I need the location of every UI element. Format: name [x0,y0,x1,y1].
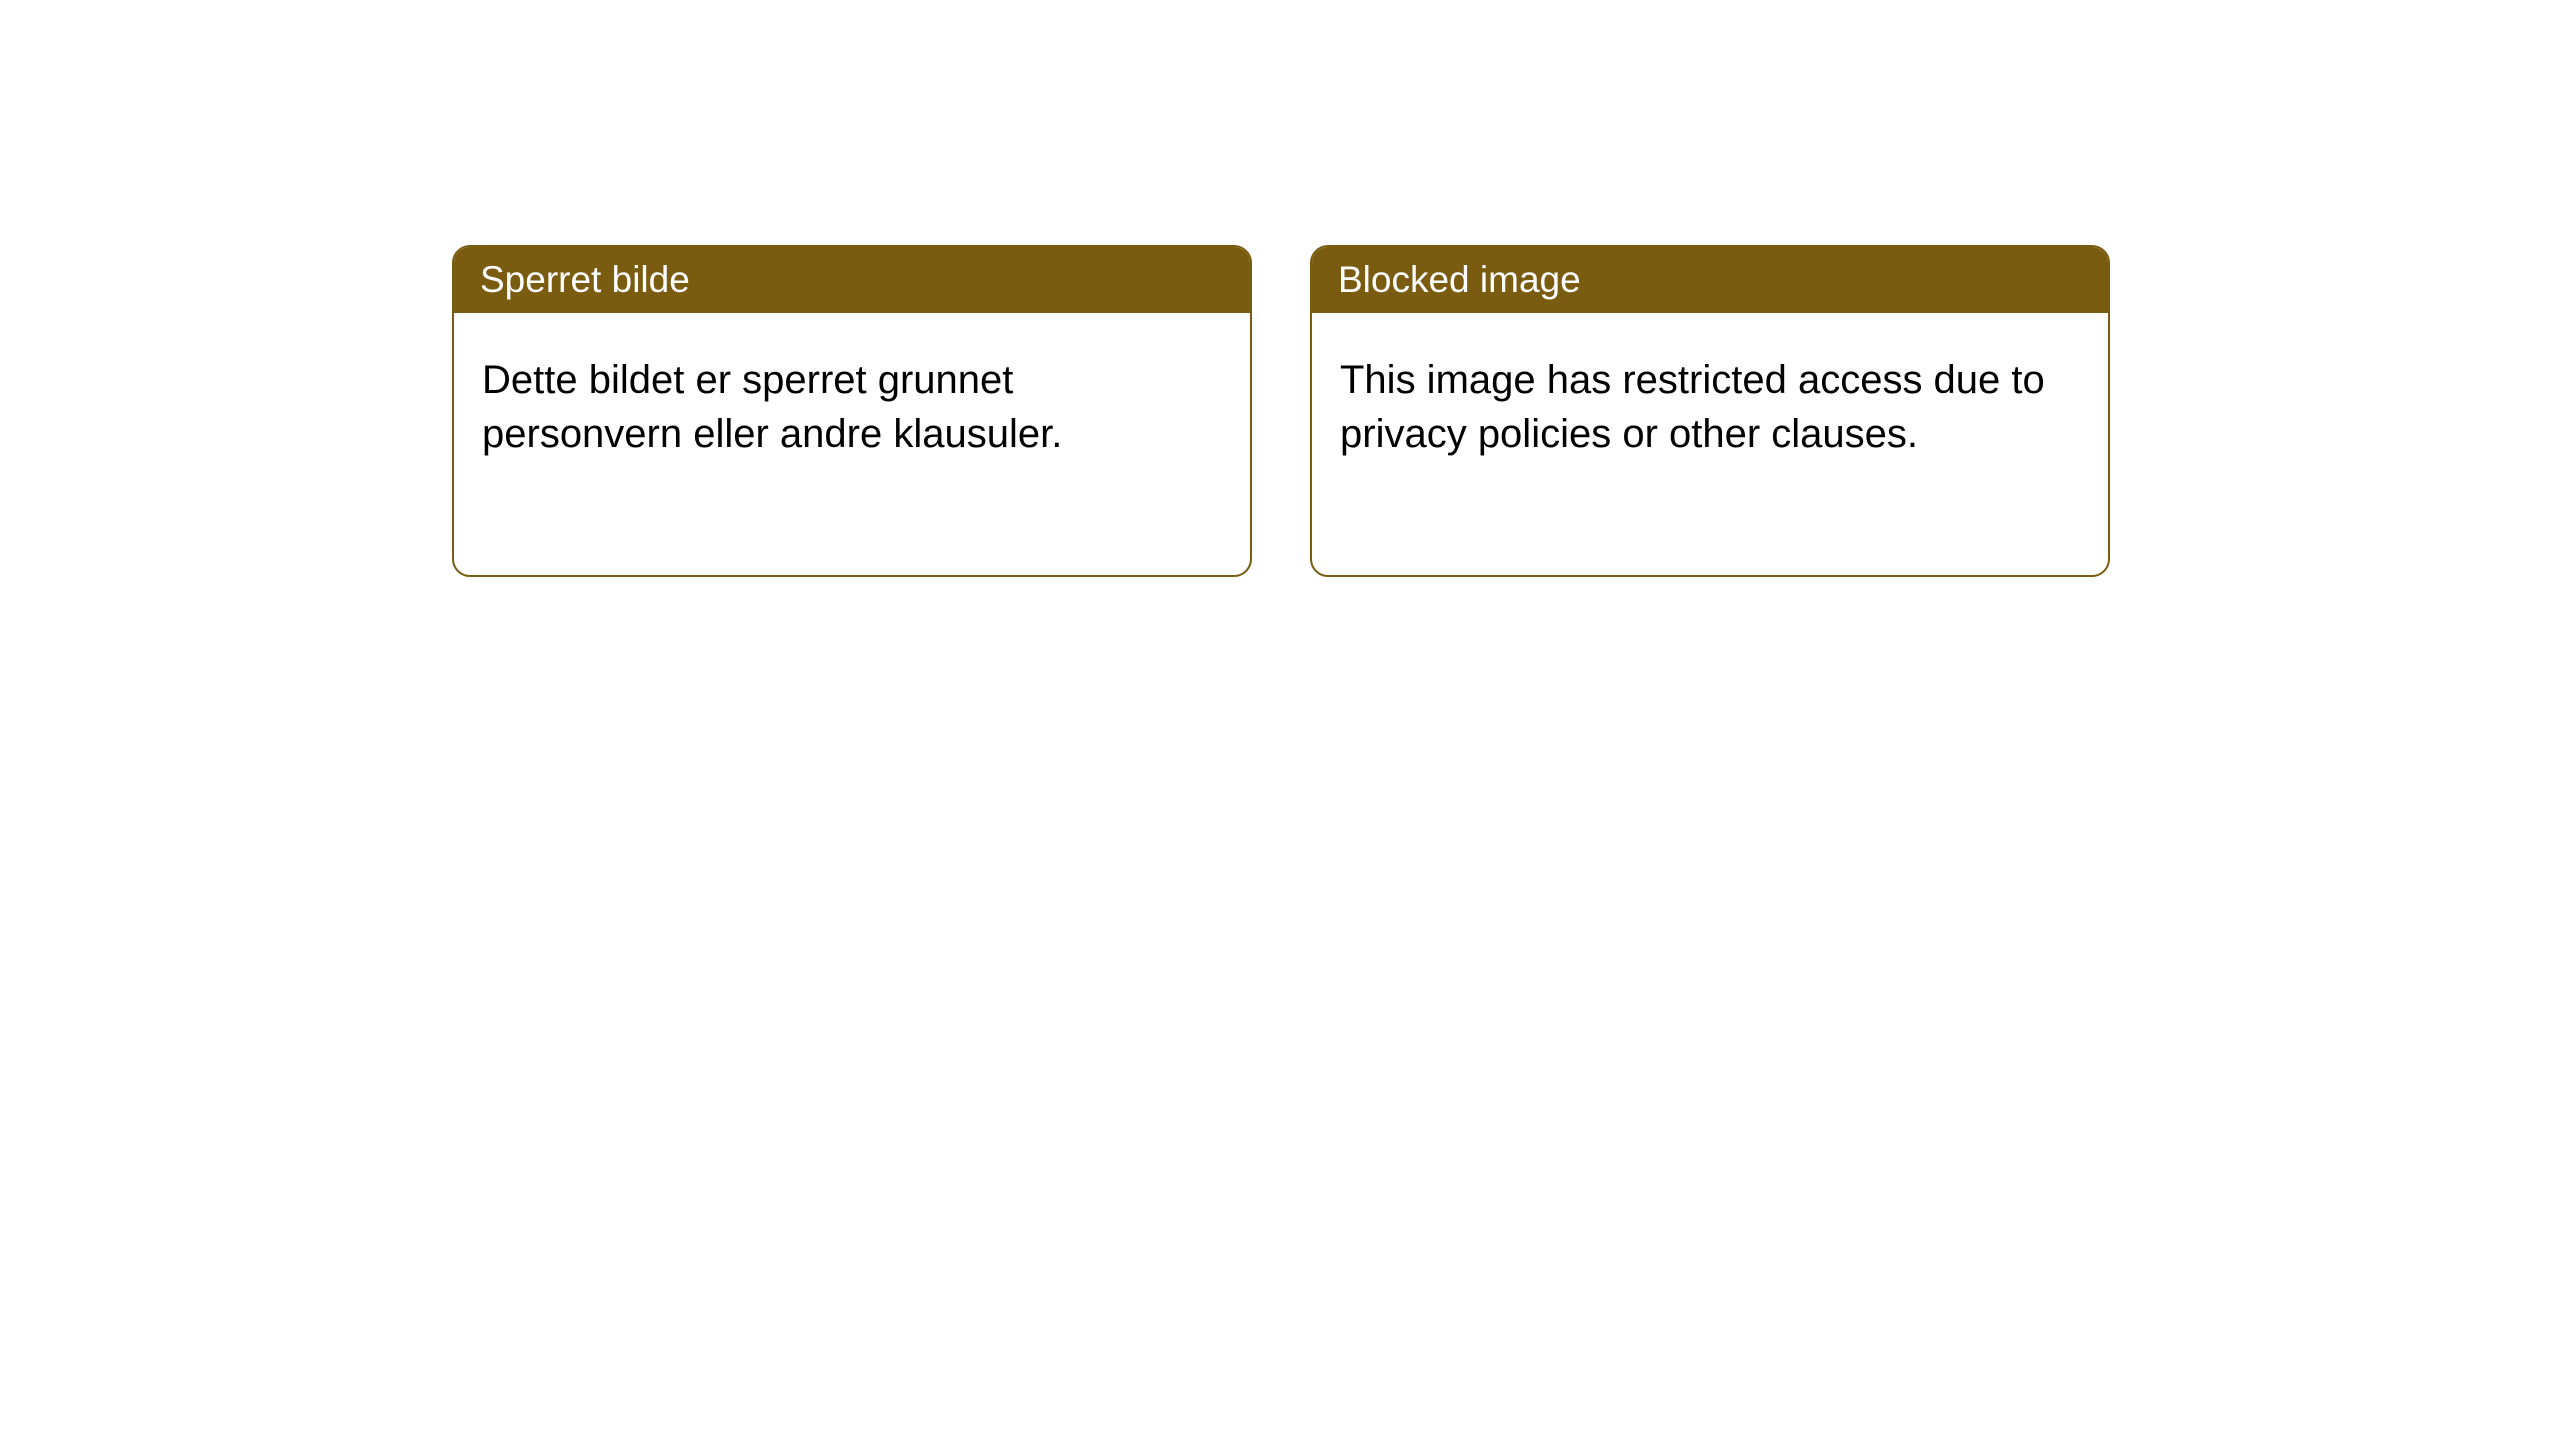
card-body: This image has restricted access due to … [1312,313,2108,501]
card-title: Sperret bilde [454,247,1250,313]
card-body: Dette bildet er sperret grunnet personve… [454,313,1250,501]
notice-container: Sperret bilde Dette bildet er sperret gr… [0,0,2560,577]
blocked-image-card-en: Blocked image This image has restricted … [1310,245,2110,577]
card-title: Blocked image [1312,247,2108,313]
blocked-image-card-no: Sperret bilde Dette bildet er sperret gr… [452,245,1252,577]
